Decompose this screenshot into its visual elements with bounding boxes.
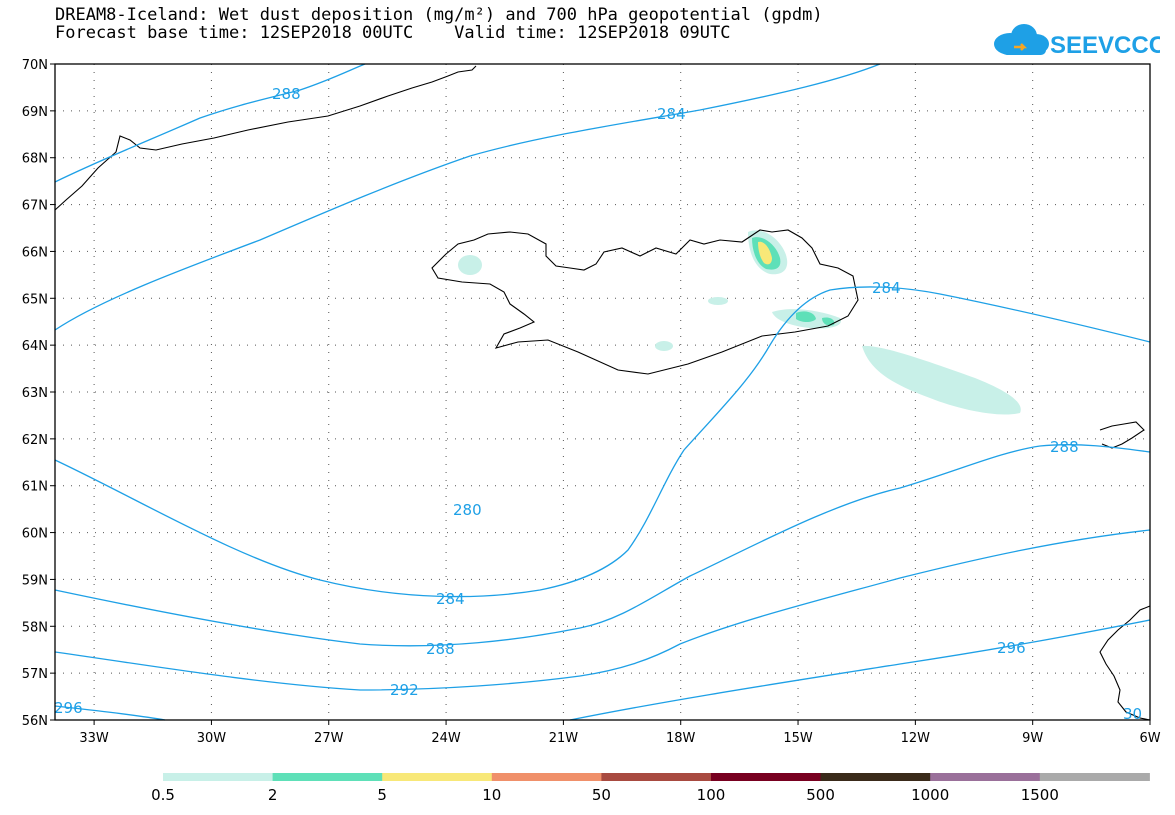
lon-tick-label: 9W [1022, 731, 1043, 746]
lon-tick-label: 18W [666, 731, 696, 746]
contour-label: 288 [426, 640, 455, 658]
contour-label: 292 [390, 681, 419, 699]
contour-label: 280 [453, 501, 482, 519]
dust-area-east-core [796, 311, 816, 322]
lat-tick-label: 66N [22, 245, 48, 260]
seevccc-logo: SEEVCCC [994, 24, 1160, 59]
legend-label: 10 [482, 786, 501, 804]
legend-swatch [820, 773, 931, 781]
legend-swatch [272, 773, 383, 781]
dust-deposition-field [458, 230, 1021, 415]
lat-tick-label: 70N [22, 58, 48, 73]
legend-swatch [163, 773, 274, 781]
lat-tick-label: 57N [22, 667, 48, 682]
contour-296-west [54, 705, 166, 721]
contour-labels: 288 284 284 280 284 288 288 292 296 296 … [54, 85, 1142, 723]
iceland-coastline [431, 229, 859, 375]
lat-tick-label: 65N [22, 292, 48, 307]
dust-area-east-small [822, 317, 835, 326]
lat-tick-label: 67N [22, 199, 48, 214]
lat-tick-label: 61N [22, 480, 48, 495]
scotland-coastline [1099, 605, 1151, 721]
map-subtitle: Forecast base time: 12SEP2018 00UTC Vali… [55, 23, 731, 43]
lat-tick-label: 63N [22, 386, 48, 401]
legend-label: 1000 [911, 786, 949, 804]
legend-label: 1500 [1021, 786, 1059, 804]
coastlines [54, 65, 1151, 721]
faroe-shetland-coast [1099, 421, 1145, 449]
legend-label: 2 [268, 786, 278, 804]
lat-tick-label: 58N [22, 620, 48, 635]
legend-swatch [491, 773, 602, 781]
logo-text: SEEVCCC [1050, 32, 1160, 59]
lat-tick-label: 56N [22, 714, 48, 729]
lon-tick-label: 21W [549, 731, 579, 746]
lon-tick-label: 6W [1139, 731, 1160, 746]
lat-tick-label: 69N [22, 105, 48, 120]
contour-284-north [54, 63, 881, 331]
legend-label: 500 [806, 786, 835, 804]
cloud-icon [994, 24, 1049, 55]
color-legend: 0.5 2 5 10 50 100 500 1000 1500 [151, 773, 1150, 804]
legend-swatch [382, 773, 493, 781]
dust-area-central [708, 297, 728, 305]
legend-swatch [1039, 773, 1150, 781]
lon-tick-label: 12W [901, 731, 931, 746]
dust-area-westfjords [458, 255, 482, 275]
dust-area-southeast [862, 345, 1021, 415]
contour-296-east [569, 619, 1151, 721]
legend-swatch [711, 773, 822, 781]
legend-swatch [601, 773, 712, 781]
contour-label: 284 [872, 279, 901, 297]
legend-label: 5 [377, 786, 387, 804]
geopotential-contours [54, 63, 1151, 721]
dust-area-northeast-core [758, 241, 772, 265]
lon-tick-label: 15W [783, 731, 813, 746]
lat-tick-label: 59N [22, 573, 48, 588]
latitude-axis: 70N 69N 68N 67N 66N 65N 64N 63N 62N 61N 60N 59N 58N 5… [22, 58, 55, 729]
contour-label: 30 [1123, 705, 1142, 723]
lon-tick-label: 27W [314, 731, 344, 746]
lat-tick-label: 64N [22, 339, 48, 354]
greenland-coastline [54, 65, 477, 211]
lon-tick-label: 33W [79, 731, 109, 746]
contour-label: 296 [54, 699, 83, 717]
contour-label: 288 [1050, 438, 1079, 456]
contour-label: 284 [657, 105, 686, 123]
legend-label: 50 [592, 786, 611, 804]
contour-284-central [54, 286, 1151, 598]
map-title: DREAM8-Iceland: Wet dust deposition (mg/… [55, 5, 823, 25]
lon-tick-label: 30W [197, 731, 227, 746]
lon-tick-label: 24W [431, 731, 461, 746]
lat-tick-label: 62N [22, 433, 48, 448]
contour-label: 288 [272, 85, 301, 103]
legend-swatch [930, 773, 1041, 781]
contour-288-north [54, 63, 366, 183]
contour-292 [54, 529, 1151, 691]
lat-tick-label: 68N [22, 152, 48, 167]
lat-tick-label: 60N [22, 527, 48, 542]
contour-label: 284 [436, 590, 465, 608]
contour-label: 296 [997, 639, 1026, 657]
legend-label: 0.5 [151, 786, 175, 804]
legend-label: 100 [697, 786, 726, 804]
longitude-axis: 33W 30W 27W 24W 21W 18W 15W 12W 9W 6W [79, 720, 1161, 746]
contour-288-south [54, 444, 1151, 647]
dust-area-south [655, 341, 673, 351]
